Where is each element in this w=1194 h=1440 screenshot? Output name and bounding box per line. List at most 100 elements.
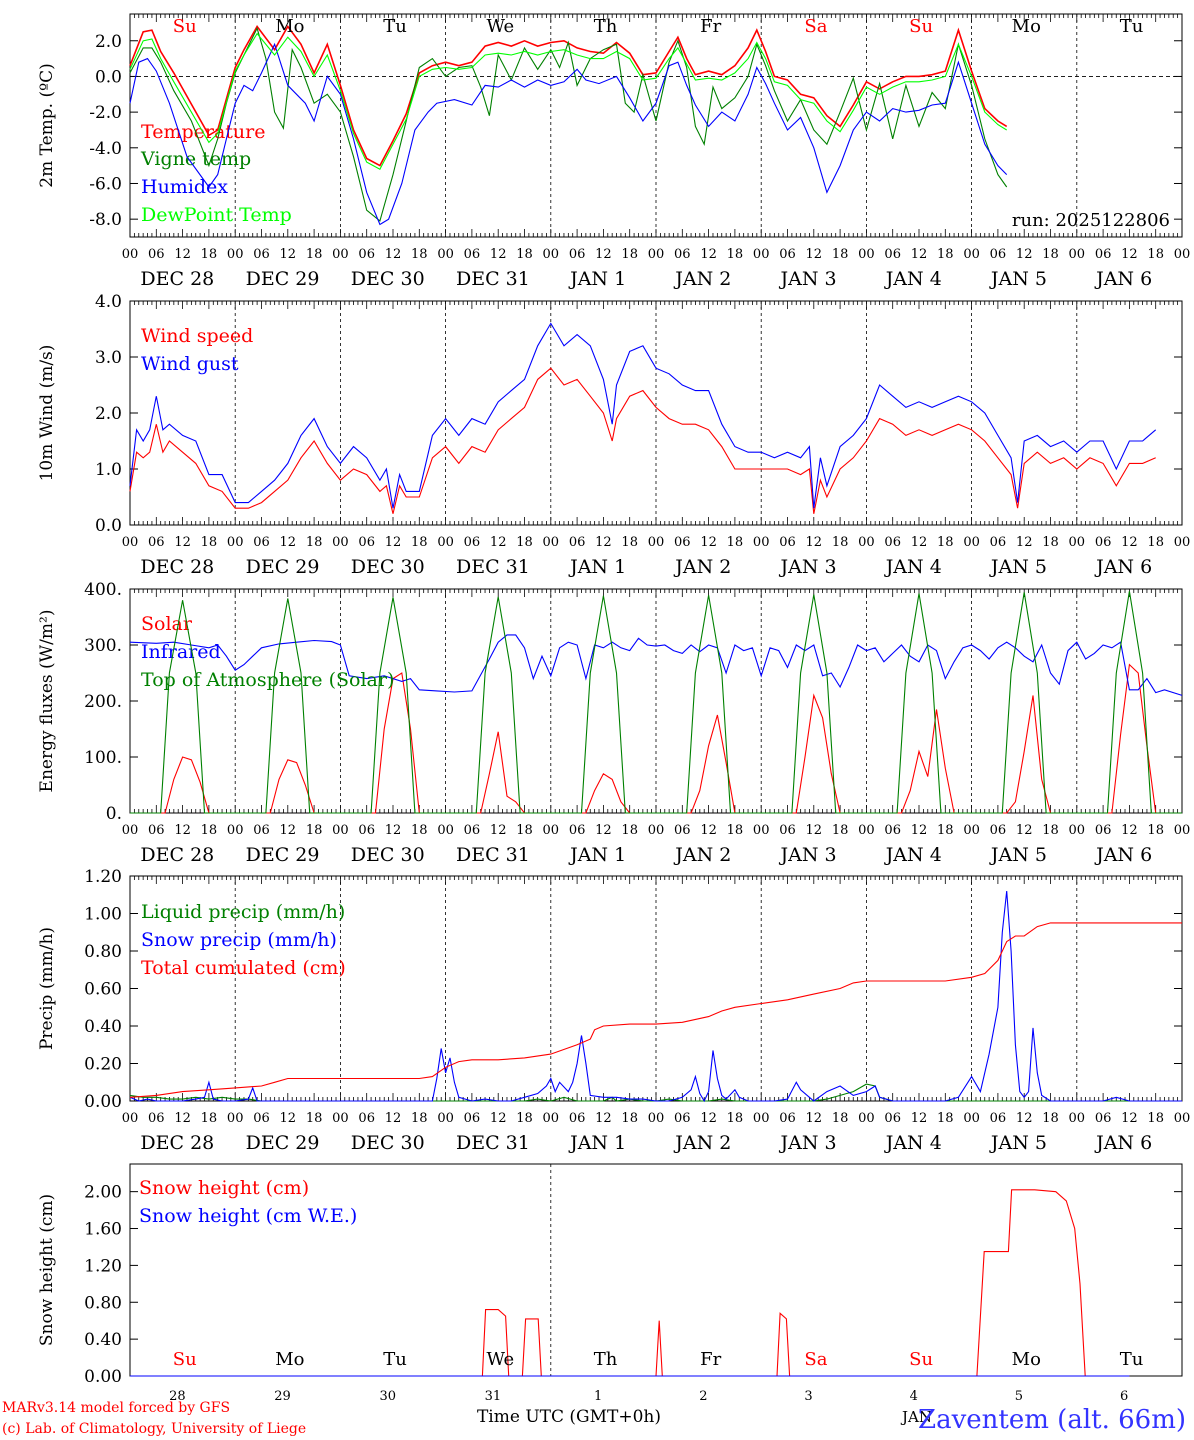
y-tick-label: -6.0 — [89, 174, 122, 194]
series-line-top-of-atmosphere-solar- — [130, 591, 1182, 814]
hour-tick-label: 18 — [1042, 247, 1059, 262]
y-tick-label: 1.20 — [84, 867, 122, 887]
hour-tick-label: 12 — [174, 247, 191, 262]
hour-tick-label: 06 — [884, 535, 901, 550]
date-label: JAN 2 — [673, 1132, 731, 1154]
hour-tick-label: 00 — [437, 823, 454, 838]
hour-tick-label: 06 — [569, 823, 586, 838]
date-label: DEC 31 — [456, 268, 530, 290]
y-tick-label: 0.00 — [84, 1092, 122, 1112]
date-label: DEC 28 — [140, 1132, 214, 1154]
day-number-label: 4 — [910, 1389, 918, 1404]
weekday-label: Su — [909, 1349, 933, 1370]
hour-tick-label: 06 — [779, 247, 796, 262]
hour-tick-label: 00 — [227, 1111, 244, 1126]
date-label: DEC 31 — [456, 844, 530, 866]
hour-tick-label: 12 — [490, 1111, 507, 1126]
hour-tick-label: 06 — [464, 823, 481, 838]
hour-tick-label: 00 — [122, 535, 139, 550]
y-axis-label: Snow height (cm) — [37, 1194, 57, 1346]
y-tick-label: 0.80 — [84, 1293, 122, 1313]
y-tick-label: 3.0 — [95, 348, 122, 368]
hour-tick-label: 06 — [990, 247, 1007, 262]
hour-tick-label: 12 — [1016, 247, 1033, 262]
hour-tick-label: 18 — [621, 535, 638, 550]
hour-tick-label: 12 — [700, 247, 717, 262]
series-line-wind-speed — [129, 367, 1156, 514]
date-label: JAN 4 — [884, 268, 942, 290]
y-tick-label: 300. — [84, 636, 122, 656]
hour-tick-label: 12 — [280, 535, 297, 550]
hour-tick-label: 18 — [727, 535, 744, 550]
weekday-label: Fr — [700, 16, 721, 37]
date-label: DEC 29 — [246, 1132, 320, 1154]
hour-tick-label: 18 — [411, 1111, 428, 1126]
hour-tick-label: 00 — [1174, 247, 1191, 262]
hour-tick-label: 06 — [253, 823, 270, 838]
hour-tick-label: 00 — [1174, 823, 1191, 838]
run-annotation: run: 2025122806 — [1012, 210, 1170, 231]
hour-tick-label: 18 — [411, 823, 428, 838]
plot-frame — [129, 300, 1183, 526]
weekday-label: Sa — [804, 1349, 827, 1370]
y-tick-label: 0.0 — [95, 516, 122, 536]
weekday-label: Su — [173, 16, 197, 37]
weekday-label: Mo — [1012, 1349, 1041, 1370]
time-axis-title: Time UTC (GMT+0h) — [477, 1407, 661, 1427]
y-tick-label: 400. — [84, 580, 122, 600]
series-line-total-cumulated-cm- — [129, 922, 1182, 1098]
hour-tick-label: 18 — [411, 247, 428, 262]
hour-tick-label: 00 — [543, 823, 560, 838]
y-tick-label: 2.00 — [84, 1183, 122, 1203]
series-line-wind-gust — [129, 322, 1157, 509]
hour-tick-label: 00 — [437, 1111, 454, 1126]
hour-tick-label: 12 — [1016, 535, 1033, 550]
hour-tick-label: 00 — [753, 823, 770, 838]
date-label: JAN 1 — [568, 268, 626, 290]
hour-tick-label: 12 — [490, 823, 507, 838]
hour-tick-label: 00 — [122, 823, 139, 838]
hour-tick-label: 06 — [569, 535, 586, 550]
day-number-label: 6 — [1120, 1389, 1128, 1404]
y-tick-label: 0. — [106, 804, 122, 824]
legend-entry: Liquid precip (mm/h) — [141, 901, 345, 923]
hour-tick-label: 18 — [516, 535, 533, 550]
weekday-label: Tu — [1120, 1349, 1144, 1370]
y-tick-label: 2.0 — [95, 32, 122, 52]
hour-tick-label: 00 — [1174, 1111, 1191, 1126]
hour-tick-label: 18 — [306, 823, 323, 838]
legend-entry: DewPoint Temp — [141, 204, 292, 226]
hour-tick-label: 18 — [1042, 535, 1059, 550]
hour-tick-label: 06 — [1095, 535, 1112, 550]
hour-tick-label: 18 — [832, 247, 849, 262]
series-line-infrared — [129, 634, 1183, 696]
series-line-temperature — [129, 25, 1008, 167]
date-label: DEC 28 — [140, 268, 214, 290]
hour-tick-label: 12 — [1121, 535, 1138, 550]
hour-tick-label: 00 — [543, 247, 560, 262]
date-label: JAN 5 — [989, 268, 1047, 290]
y-tick-label: 0.80 — [84, 942, 122, 962]
plot-frame — [129, 588, 1183, 814]
hour-tick-label: 12 — [1121, 823, 1138, 838]
date-label: DEC 30 — [351, 844, 425, 866]
series-line-vigne-temp — [129, 26, 1008, 222]
series-line-humidex — [129, 42, 1008, 226]
hour-tick-label: 18 — [201, 535, 218, 550]
series-line-snow-precip-mm-h- — [129, 890, 1182, 1103]
hour-tick-label: 18 — [411, 535, 428, 550]
date-label: JAN 2 — [673, 844, 731, 866]
hour-tick-label: 00 — [753, 1111, 770, 1126]
month-label: JAN — [900, 1408, 932, 1426]
hour-tick-label: 18 — [1042, 1111, 1059, 1126]
hour-tick-label: 12 — [280, 247, 297, 262]
legend-entry: Snow height (cm W.E.) — [139, 1205, 357, 1227]
date-label: JAN 4 — [884, 556, 942, 578]
y-tick-label: 1.60 — [84, 1220, 122, 1240]
day-number-label: 28 — [169, 1389, 186, 1404]
hour-tick-label: 06 — [358, 247, 375, 262]
hour-tick-label: 00 — [543, 535, 560, 550]
hour-tick-label: 00 — [963, 823, 980, 838]
hour-tick-label: 18 — [201, 823, 218, 838]
hour-tick-label: 18 — [937, 247, 954, 262]
